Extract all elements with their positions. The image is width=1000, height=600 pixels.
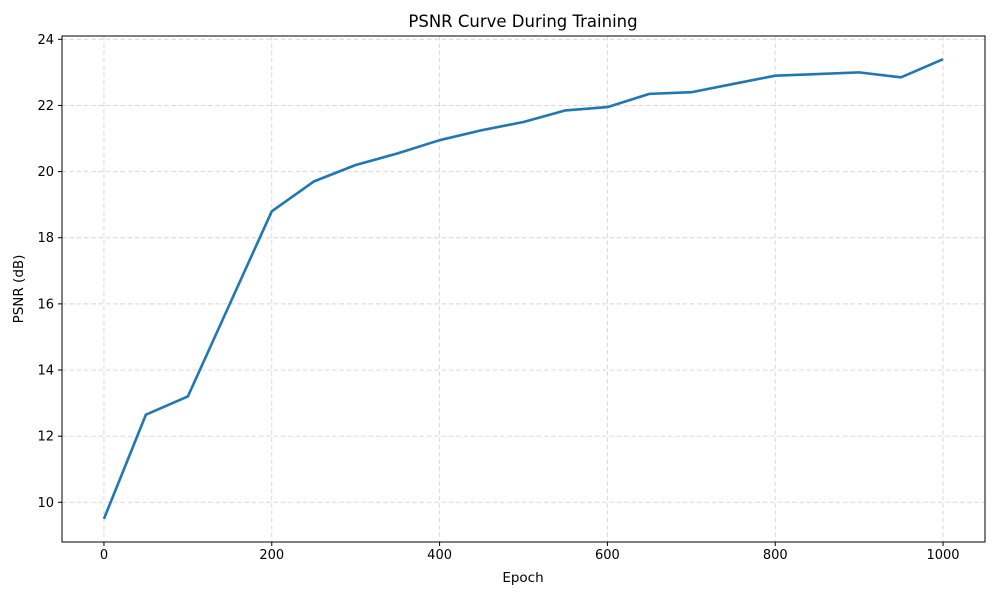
psnr-line	[102, 57, 944, 520]
x-axis-label: Epoch	[502, 570, 543, 586]
tick-labels: 0 200 400 600 800 1000 10 12 14 16 18 20 22 24	[37, 33, 959, 563]
plot-border	[61, 35, 986, 543]
y-axis-label: PSNR (dB)	[11, 255, 27, 324]
y-tick-label: 24	[37, 33, 54, 48]
tick-marks	[58, 38, 944, 546]
y-tick-label: 10	[37, 496, 54, 511]
x-tick-label: 400	[427, 548, 452, 563]
y-tick-label: 16	[37, 297, 54, 312]
x-tick-label: 200	[259, 548, 284, 563]
x-tick-label: 1000	[926, 548, 959, 563]
y-tick-label: 22	[37, 99, 54, 114]
x-tick-label: 800	[763, 548, 788, 563]
grid-lines	[62, 36, 985, 542]
x-tick-label: 0	[100, 548, 108, 563]
y-tick-label: 18	[37, 231, 54, 246]
x-tick-label: 600	[595, 548, 620, 563]
y-tick-label: 14	[37, 364, 54, 379]
y-tick-label: 20	[37, 165, 54, 180]
chart-title: PSNR Curve During Training	[408, 12, 637, 31]
y-tick-label: 12	[37, 430, 54, 445]
